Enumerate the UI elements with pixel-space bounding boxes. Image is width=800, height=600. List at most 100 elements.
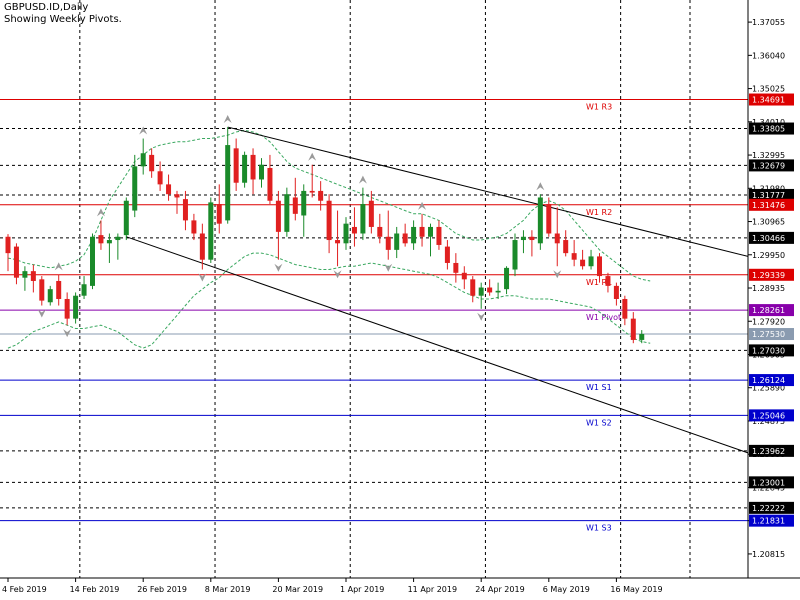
- level-price-tag: 1.32679: [752, 161, 785, 170]
- candle-body: [275, 200, 281, 232]
- level-price-tag: 1.33805: [752, 125, 785, 134]
- pivot-price-tag: 1.21831: [752, 517, 785, 526]
- level-price-tag: 1.31777: [752, 191, 785, 200]
- price-tick-label: 1.20815: [752, 550, 785, 559]
- price-tick-label: 1.27920: [752, 317, 785, 326]
- candle-body: [64, 298, 70, 319]
- date-tick-label: 1 Apr 2019: [340, 585, 384, 594]
- candle-body: [630, 318, 636, 340]
- candle-body: [5, 236, 11, 254]
- level-price-tag-box: [749, 188, 794, 201]
- pivot-price-tag: 1.29339: [752, 271, 785, 280]
- trend-channel: [126, 126, 749, 454]
- candle-body: [478, 287, 484, 296]
- lower-band: [7, 252, 651, 349]
- pivot-label: W1 S1: [586, 383, 612, 392]
- candle-body: [385, 236, 391, 250]
- candle-body: [199, 233, 205, 260]
- price-tick-label: 1.32995: [752, 151, 785, 160]
- candle-body: [326, 200, 332, 241]
- candle-body: [208, 202, 214, 260]
- bands: [7, 129, 651, 349]
- fractal-up-arrow: [223, 115, 232, 124]
- price-tick-label: 1.25890: [752, 384, 785, 393]
- candle-body: [639, 334, 645, 340]
- candle-body: [81, 284, 87, 296]
- fractal-down-arrow: [274, 263, 283, 272]
- date-tick-label: 8 Mar 2019: [205, 585, 251, 594]
- candle-body: [368, 200, 374, 227]
- price-tick-label: 1.34010: [752, 118, 785, 127]
- candle-body: [343, 223, 349, 244]
- fractal-down-arrow: [37, 309, 46, 318]
- date-tick-label: 14 Feb 2019: [70, 585, 120, 594]
- candle-body: [225, 145, 231, 221]
- candle-body: [242, 154, 248, 183]
- candle-body: [377, 226, 383, 237]
- pivot-price-tag: 1.25046: [752, 411, 785, 420]
- fractal-down-arrow: [333, 270, 342, 279]
- candle-body: [149, 154, 155, 172]
- date-tick-label: 11 Apr 2019: [408, 585, 457, 594]
- candle-body: [512, 240, 518, 270]
- candle-body: [419, 226, 425, 237]
- candle-body: [182, 199, 188, 221]
- candle-body: [351, 226, 357, 234]
- fractal-up-arrow: [418, 201, 427, 210]
- date-tick-label: 24 Apr 2019: [475, 585, 524, 594]
- upper-band: [7, 129, 651, 282]
- pivot-price-tag: 1.26124: [752, 376, 785, 385]
- candle-body: [166, 184, 172, 195]
- candle-body: [537, 197, 543, 244]
- candle-body: [453, 262, 459, 273]
- candle-body: [13, 246, 19, 278]
- current-price-tag-box: [749, 328, 794, 341]
- level-price-tag: 1.23001: [752, 478, 785, 487]
- candle-body: [157, 171, 163, 185]
- candle-body: [115, 236, 121, 241]
- candle-body: [292, 197, 298, 214]
- level-price-tag: 1.23962: [752, 447, 785, 456]
- candle-body: [90, 236, 95, 286]
- pivot-price-tag-box: [749, 409, 794, 422]
- candle-body: [504, 267, 510, 290]
- pivot-price-tag: 1.34691: [752, 96, 785, 105]
- candle-body: [495, 290, 501, 293]
- candle-body: [487, 287, 493, 293]
- candle-body: [140, 153, 146, 167]
- fractal-up-arrow: [358, 175, 367, 184]
- candle-body: [360, 204, 366, 234]
- fractal-down-arrow: [384, 263, 393, 272]
- candle-body: [613, 285, 619, 299]
- candle-body: [22, 271, 28, 278]
- fractal-up-arrow: [308, 152, 317, 161]
- candle-body: [436, 226, 442, 245]
- candle-body: [47, 289, 53, 303]
- pivot-price-tag-box: [749, 374, 794, 387]
- pivot-price-tag-box: [749, 93, 794, 106]
- candle-body: [216, 204, 222, 224]
- candle-body: [73, 295, 79, 319]
- fractal-down-arrow: [477, 312, 486, 321]
- current-price-tag: 1.27530: [752, 330, 785, 339]
- candle-body: [123, 200, 129, 236]
- pivot-label: W1 S3: [586, 524, 612, 533]
- date-tick-label: 4 Feb 2019: [2, 585, 47, 594]
- candle-body: [259, 164, 264, 180]
- candle-body: [284, 194, 290, 232]
- level-price-tag-box: [749, 501, 794, 514]
- fractal-down-arrow: [553, 270, 562, 279]
- fractal-up-arrow: [54, 262, 63, 271]
- pivot-price-tag-box: [749, 198, 794, 211]
- candle-body: [30, 271, 36, 281]
- level-price-tag: 1.30466: [752, 234, 785, 243]
- price-tick-label: 1.35025: [752, 85, 785, 94]
- date-tick-label: 6 May 2019: [543, 585, 590, 594]
- candle-body: [588, 256, 594, 267]
- level-price-tag-box: [749, 444, 794, 457]
- level-price-tag-box: [749, 159, 794, 172]
- candle-body: [39, 279, 45, 301]
